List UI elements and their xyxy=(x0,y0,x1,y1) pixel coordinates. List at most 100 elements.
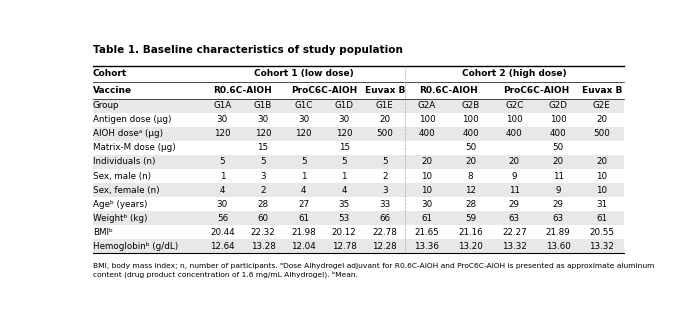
Text: 28: 28 xyxy=(257,200,268,209)
Text: 21.98: 21.98 xyxy=(291,228,316,237)
Text: 61: 61 xyxy=(298,214,309,223)
Text: Cohort 2 (high dose): Cohort 2 (high dose) xyxy=(462,69,567,78)
Text: 60: 60 xyxy=(257,214,268,223)
Text: Hemoglobinᵇ (g/dL): Hemoglobinᵇ (g/dL) xyxy=(93,242,178,251)
Text: G2D: G2D xyxy=(549,101,568,110)
Bar xyxy=(93,211,624,225)
Text: 20: 20 xyxy=(552,158,563,167)
Text: Euvax B: Euvax B xyxy=(365,86,405,95)
Text: 5: 5 xyxy=(341,158,347,167)
Text: 100: 100 xyxy=(506,115,523,124)
Text: 12.28: 12.28 xyxy=(373,242,397,251)
Text: 1: 1 xyxy=(301,172,306,180)
Text: 400: 400 xyxy=(462,129,479,138)
Text: 30: 30 xyxy=(257,115,268,124)
Text: G2A: G2A xyxy=(418,101,436,110)
Text: Matrix-M dose (µg): Matrix-M dose (µg) xyxy=(93,143,175,152)
Text: Weightᵇ (kg): Weightᵇ (kg) xyxy=(93,214,147,223)
Text: 22.78: 22.78 xyxy=(373,228,397,237)
Bar xyxy=(93,183,624,197)
Text: 56: 56 xyxy=(217,214,228,223)
Bar xyxy=(93,169,624,183)
Text: 13.36: 13.36 xyxy=(415,242,440,251)
Text: 28: 28 xyxy=(465,200,476,209)
Text: 3: 3 xyxy=(382,186,387,195)
Text: 5: 5 xyxy=(260,158,266,167)
Text: ProC6C-AlOH: ProC6C-AlOH xyxy=(291,86,357,95)
Text: 21.89: 21.89 xyxy=(546,228,570,237)
Text: Euvax B: Euvax B xyxy=(582,86,622,95)
Text: Ageᵇ (years): Ageᵇ (years) xyxy=(93,200,147,209)
Text: 11: 11 xyxy=(509,186,520,195)
Text: 20: 20 xyxy=(465,158,476,167)
Text: 33: 33 xyxy=(379,200,391,209)
Text: Individuals (n): Individuals (n) xyxy=(93,158,155,167)
Text: AlOH doseᵃ (µg): AlOH doseᵃ (µg) xyxy=(93,129,163,138)
Text: 59: 59 xyxy=(465,214,476,223)
Text: 66: 66 xyxy=(380,214,390,223)
Text: 20.55: 20.55 xyxy=(589,228,614,237)
Text: Table 1. Baseline characteristics of study population: Table 1. Baseline characteristics of stu… xyxy=(93,45,403,55)
Text: 400: 400 xyxy=(506,129,523,138)
Text: 10: 10 xyxy=(596,172,607,180)
Text: 120: 120 xyxy=(254,129,271,138)
Text: 27: 27 xyxy=(298,200,309,209)
Text: 30: 30 xyxy=(217,200,228,209)
Text: 12.64: 12.64 xyxy=(210,242,235,251)
Text: 120: 120 xyxy=(214,129,231,138)
Bar xyxy=(93,127,624,141)
Text: 30: 30 xyxy=(421,200,433,209)
Text: G1A: G1A xyxy=(213,101,231,110)
Text: G1C: G1C xyxy=(294,101,312,110)
Text: 12.78: 12.78 xyxy=(332,242,356,251)
Text: 3: 3 xyxy=(260,172,266,180)
Bar xyxy=(93,113,624,127)
Text: 20.12: 20.12 xyxy=(332,228,356,237)
Bar xyxy=(93,99,624,113)
Text: 13.32: 13.32 xyxy=(589,242,614,251)
Bar xyxy=(93,66,624,82)
Text: 100: 100 xyxy=(462,115,479,124)
Text: 15: 15 xyxy=(257,143,268,152)
Text: 29: 29 xyxy=(509,200,520,209)
Text: Sex, male (n): Sex, male (n) xyxy=(93,172,151,180)
Text: 13.32: 13.32 xyxy=(502,242,527,251)
Text: G1D: G1D xyxy=(335,101,354,110)
Text: 20.44: 20.44 xyxy=(210,228,235,237)
Text: 5: 5 xyxy=(301,158,306,167)
Text: 12: 12 xyxy=(465,186,476,195)
Text: G1B: G1B xyxy=(254,101,272,110)
Text: BMIᵇ: BMIᵇ xyxy=(93,228,113,237)
Bar xyxy=(93,155,624,169)
Text: 10: 10 xyxy=(421,172,433,180)
Text: 21.16: 21.16 xyxy=(459,228,483,237)
Text: 50: 50 xyxy=(552,143,563,152)
Text: 30: 30 xyxy=(298,115,309,124)
Text: 13.28: 13.28 xyxy=(250,242,275,251)
Text: 5: 5 xyxy=(219,158,225,167)
Text: G2C: G2C xyxy=(505,101,524,110)
Bar xyxy=(93,239,624,254)
Text: 63: 63 xyxy=(509,214,520,223)
Text: Vaccine: Vaccine xyxy=(93,86,132,95)
Text: 1: 1 xyxy=(341,172,347,180)
Text: G2E: G2E xyxy=(593,101,611,110)
Text: G2B: G2B xyxy=(461,101,480,110)
Text: 120: 120 xyxy=(336,129,352,138)
Text: Cohort 1 (low dose): Cohort 1 (low dose) xyxy=(254,69,354,78)
Bar xyxy=(93,82,624,99)
Text: 20: 20 xyxy=(509,158,520,167)
Text: 8: 8 xyxy=(468,172,473,180)
Text: 9: 9 xyxy=(555,186,561,195)
Text: Antigen dose (µg): Antigen dose (µg) xyxy=(93,115,171,124)
Text: 13.60: 13.60 xyxy=(546,242,570,251)
Text: 400: 400 xyxy=(419,129,435,138)
Bar xyxy=(93,197,624,211)
Text: 20: 20 xyxy=(596,115,607,124)
Text: 11: 11 xyxy=(553,172,563,180)
Bar xyxy=(93,225,624,239)
Text: G1E: G1E xyxy=(376,101,394,110)
Text: 22.32: 22.32 xyxy=(251,228,275,237)
Text: 29: 29 xyxy=(553,200,563,209)
Text: 30: 30 xyxy=(338,115,350,124)
